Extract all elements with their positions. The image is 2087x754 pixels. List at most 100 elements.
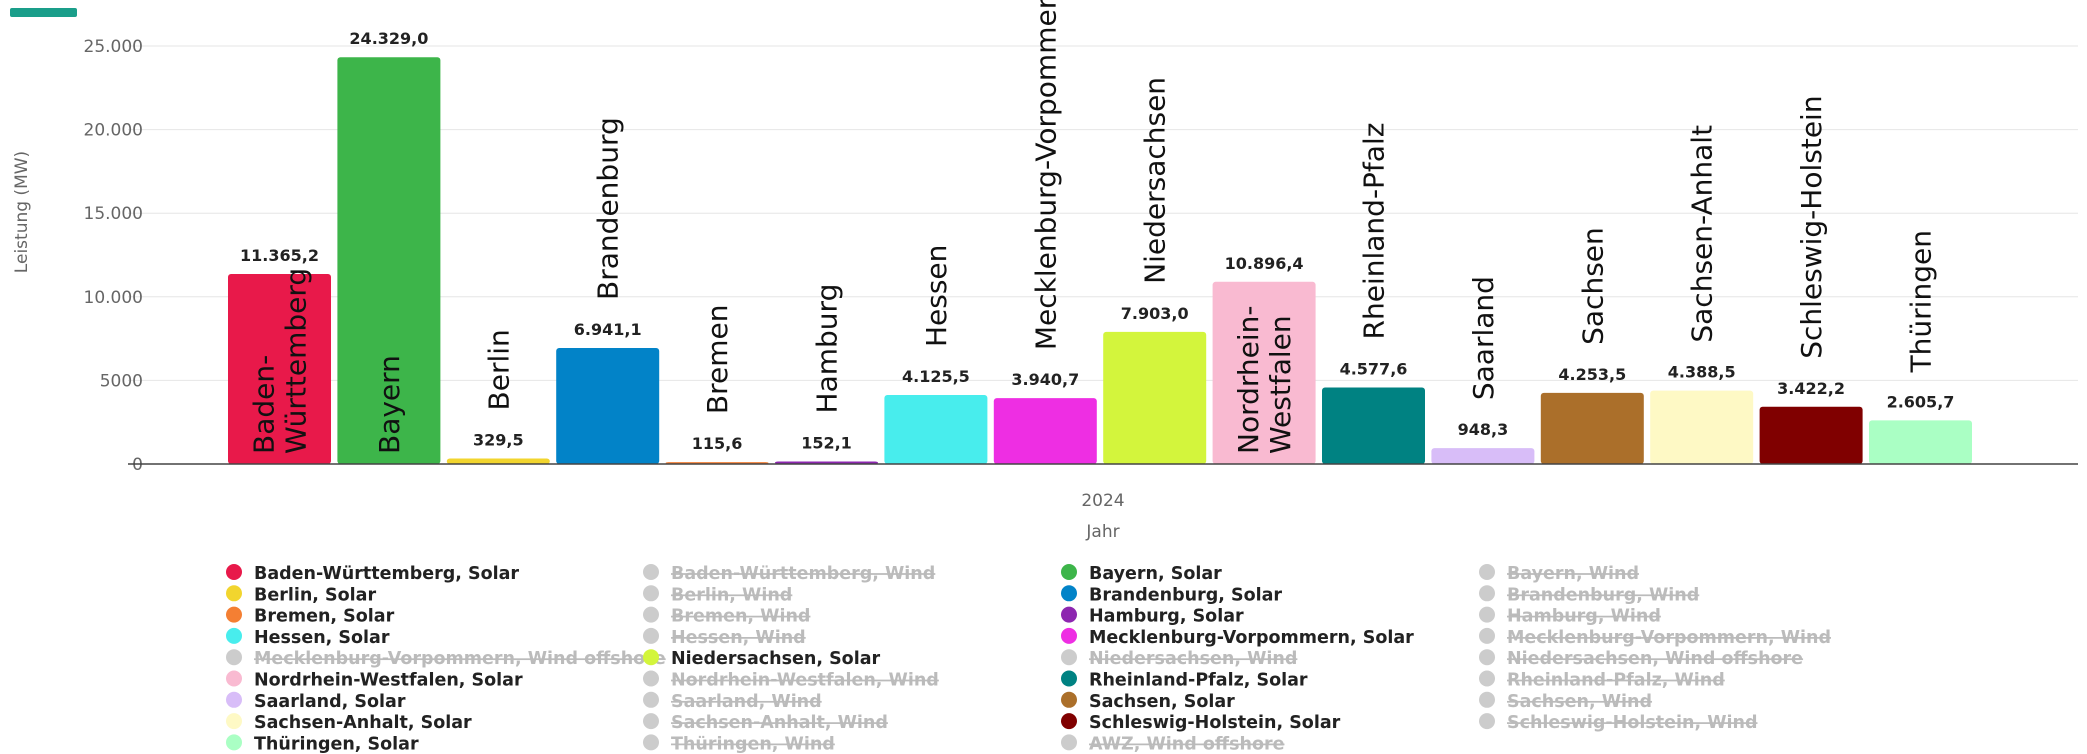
legend-item[interactable]: Niedersachsen, Wind offshore xyxy=(1479,649,1803,669)
legend-item[interactable]: Hamburg, Solar xyxy=(1061,606,1244,627)
legend-item[interactable]: Hessen, Wind xyxy=(643,627,806,648)
legend-item[interactable]: Niedersachsen, Solar xyxy=(643,649,881,669)
legend-item[interactable]: Bremen, Wind xyxy=(643,606,810,627)
bar[interactable] xyxy=(1431,448,1535,464)
legend-item[interactable]: Hamburg, Wind xyxy=(1479,606,1661,627)
bar[interactable] xyxy=(1212,281,1316,464)
bar-name-label: Thüringen xyxy=(1905,230,1938,373)
legend-item[interactable]: Rheinland-Pfalz, Solar xyxy=(1061,670,1308,691)
bar[interactable] xyxy=(446,458,550,464)
legend-item[interactable]: Berlin, Wind xyxy=(643,585,792,605)
bar-name-text: Rheinland-Pfalz xyxy=(1358,123,1391,340)
legend-item[interactable]: Sachsen-Anhalt, Wind xyxy=(643,713,888,733)
bars: 11.365,2 Baden- Württemberg 24.329,0 Bayern 3… xyxy=(228,0,1972,465)
legend-label: Berlin, Solar xyxy=(254,585,376,605)
legend-label: Niedersachsen, Wind offshore xyxy=(1507,649,1803,669)
legend-marker xyxy=(1061,627,1077,644)
bar-name-text: Berlin xyxy=(482,329,515,410)
legend-item[interactable]: Schleswig-Holstein, Solar xyxy=(1061,713,1341,733)
legend-item[interactable]: Rheinland-Pfalz, Wind xyxy=(1479,670,1725,691)
legend-item[interactable]: Bayern, Solar xyxy=(1061,564,1222,584)
legend-item[interactable]: Niedersachsen, Wind xyxy=(1061,649,1297,669)
legend-item[interactable]: Nordrhein-Westfalen, Solar xyxy=(226,670,523,691)
legend-item[interactable]: Sachsen, Solar xyxy=(1061,691,1235,712)
bar-name-label: Hamburg xyxy=(811,284,844,414)
legend-item[interactable]: Bremen, Solar xyxy=(226,606,395,627)
bar-name-label: Niedersachsen xyxy=(1139,77,1172,284)
legend-marker xyxy=(1479,691,1495,708)
legend-item[interactable]: Thüringen, Solar xyxy=(226,734,419,754)
legend-label: Thüringen, Wind xyxy=(671,734,835,754)
legend-marker xyxy=(1061,713,1077,730)
legend-label: Schleswig-Holstein, Wind xyxy=(1507,713,1757,733)
bar-name-label: Nordrhein- Westfalen xyxy=(1232,306,1297,455)
legend-item[interactable]: Baden-Württemberg, Solar xyxy=(226,564,519,584)
y-tick-label: 0 xyxy=(132,455,143,475)
legend-item[interactable]: Sachsen, Wind xyxy=(1479,691,1652,712)
legend-marker xyxy=(643,649,659,666)
data-label: 11.365,2 xyxy=(240,246,319,265)
bar-name-label: Sachsen xyxy=(1576,227,1609,345)
legend-item[interactable]: Bayern, Wind xyxy=(1479,564,1639,584)
bar[interactable] xyxy=(1759,406,1863,464)
legend-marker xyxy=(643,585,659,602)
legend-item[interactable]: AWZ, Wind offshore xyxy=(1061,734,1285,754)
legend-item[interactable]: Nordrhein-Westfalen, Wind xyxy=(643,670,939,691)
legend-item[interactable]: Saarland, Solar xyxy=(226,691,406,712)
bar[interactable] xyxy=(337,57,441,465)
data-label: 4.577,6 xyxy=(1340,359,1408,378)
bar-name-label: Berlin xyxy=(482,329,515,410)
legend-item[interactable]: Baden-Württemberg, Wind xyxy=(643,564,935,584)
legend-item[interactable]: Sachsen-Anhalt, Solar xyxy=(226,713,472,733)
bar[interactable] xyxy=(884,395,988,464)
bar-name-label: Bremen xyxy=(701,304,734,414)
legend-label: Brandenburg, Solar xyxy=(1089,585,1282,605)
legend-label: Hessen, Solar xyxy=(254,628,390,648)
bar[interactable] xyxy=(556,347,660,464)
bar-name-label: Mecklenburg-Vorpommern xyxy=(1029,0,1062,350)
bar-name-label: Bayern xyxy=(373,355,406,454)
legend-label: Sachsen, Solar xyxy=(1089,692,1235,712)
bar[interactable] xyxy=(1540,392,1644,464)
legend-item[interactable]: Saarland, Wind xyxy=(643,691,822,712)
bar[interactable] xyxy=(1650,390,1754,464)
legend-marker xyxy=(1061,585,1077,602)
legend-item[interactable]: Berlin, Solar xyxy=(226,585,376,605)
bar[interactable] xyxy=(1103,331,1207,464)
legend-label: Schleswig-Holstein, Solar xyxy=(1089,713,1341,733)
data-label: 4.125,5 xyxy=(902,367,970,386)
legend-label: Bremen, Wind xyxy=(671,607,810,627)
bar-name-text: Nordrhein- xyxy=(1232,306,1265,455)
bar-name-text: Saarland xyxy=(1467,276,1500,400)
bar[interactable] xyxy=(1322,387,1425,464)
legend-item[interactable]: Thüringen, Wind xyxy=(643,734,835,754)
legend-marker xyxy=(1479,713,1495,730)
legend-marker xyxy=(226,585,242,602)
legend-label: Hamburg, Solar xyxy=(1089,607,1244,627)
legend-label: Mecklenburg-Vorpommern, Wind offshore xyxy=(254,649,666,669)
legend-marker xyxy=(643,734,659,751)
data-label: 3.940,7 xyxy=(1011,370,1079,389)
bar-name-text: Bayern xyxy=(373,355,406,454)
legend-item[interactable]: Mecklenburg-Vorpommern, Wind xyxy=(1479,627,1831,648)
legend-item[interactable]: Mecklenburg-Vorpommern, Solar xyxy=(1061,627,1414,648)
legend-item[interactable]: Schleswig-Holstein, Wind xyxy=(1479,713,1757,733)
bar-name-label: Saarland xyxy=(1467,276,1500,400)
legend-item[interactable]: Mecklenburg-Vorpommern, Wind offshore xyxy=(226,649,666,669)
legend-marker xyxy=(226,649,242,666)
bar-name-text: Hamburg xyxy=(811,284,844,414)
bar-name-label: Baden- Württemberg xyxy=(248,268,313,454)
data-label: 152,1 xyxy=(801,433,852,452)
legend-label: Nordrhein-Westfalen, Solar xyxy=(254,671,523,691)
bar[interactable] xyxy=(993,398,1097,464)
bar[interactable] xyxy=(1869,420,1972,464)
legend-item[interactable]: Hessen, Solar xyxy=(226,627,390,648)
legend-label: AWZ, Wind offshore xyxy=(1089,734,1285,754)
legend-label: Sachsen-Anhalt, Wind xyxy=(671,713,888,733)
legend-marker xyxy=(1479,564,1495,580)
bar[interactable] xyxy=(228,273,331,464)
legend-item[interactable]: Brandenburg, Wind xyxy=(1479,585,1699,605)
data-label: 10.896,4 xyxy=(1225,254,1304,273)
legend-label: Saarland, Solar xyxy=(254,692,406,712)
legend-item[interactable]: Brandenburg, Solar xyxy=(1061,585,1282,605)
